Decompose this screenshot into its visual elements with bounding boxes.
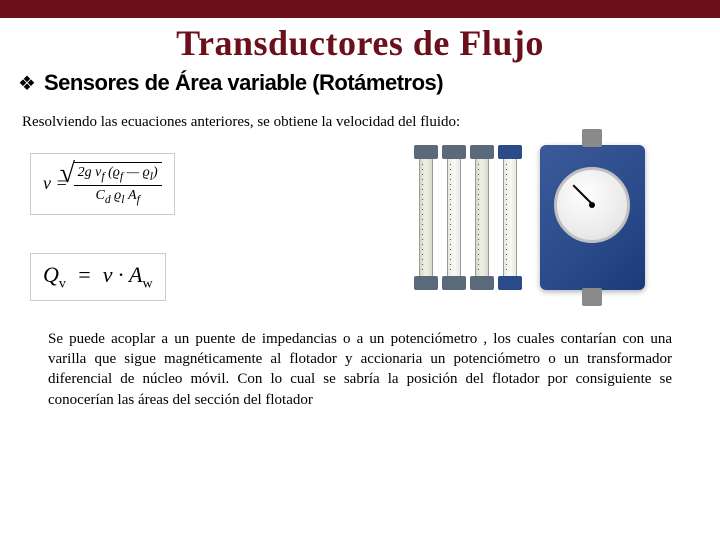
rotameter-tube	[416, 145, 436, 290]
equations-column: v = √ 2g vf (ϱf — ϱl) Cd ϱl Af Qv = v · …	[30, 153, 330, 301]
rotameter-image	[360, 145, 700, 290]
equation-2-box: Qv = v · Aw	[30, 253, 166, 301]
page-title: Transductores de Flujo	[0, 22, 720, 64]
equation-2: Qv = v · Aw	[43, 262, 153, 292]
rotameter-tube	[500, 145, 520, 290]
dial-face	[554, 167, 630, 243]
rotameter-dial-meter	[540, 145, 645, 290]
equation-1-box: v = √ 2g vf (ϱf — ϱl) Cd ϱl Af	[30, 153, 175, 215]
diamond-bullet-icon: ❖	[18, 71, 36, 96]
intro-paragraph: Resolviendo las ecuaciones anteriores, s…	[22, 114, 720, 131]
equation-1: v = √ 2g vf (ϱf — ϱl) Cd ϱl Af	[43, 162, 162, 206]
rotameter-tube	[444, 145, 464, 290]
sqrt-icon: √	[60, 158, 75, 190]
rotameter-tube	[472, 145, 492, 290]
footer-paragraph: Se puede acoplar a un puente de impedanc…	[48, 329, 672, 410]
subtitle-text: Sensores de Área variable (Rotámetros)	[44, 70, 443, 96]
subtitle-row: ❖ Sensores de Área variable (Rotámetros)	[18, 70, 720, 96]
content-row: v = √ 2g vf (ϱf — ϱl) Cd ϱl Af Qv = v · …	[0, 145, 720, 301]
header-bar	[0, 0, 720, 18]
